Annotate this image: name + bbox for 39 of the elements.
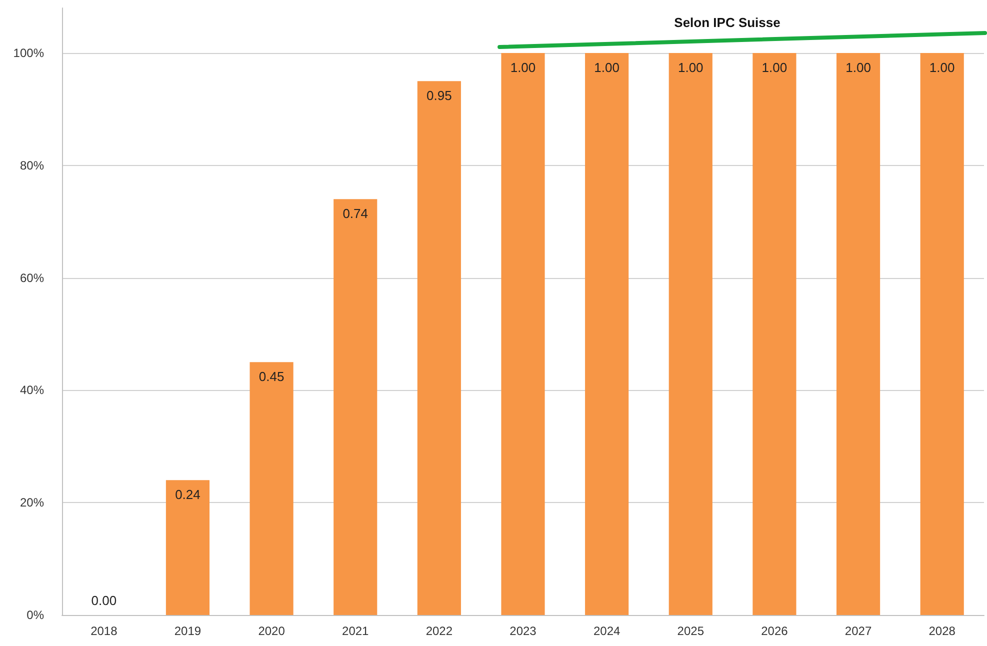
x-tick-label: 2027 — [844, 624, 872, 638]
x-tick-label: 2019 — [174, 624, 202, 638]
data-label: 1.00 — [762, 60, 788, 75]
data-label: 1.00 — [510, 60, 536, 75]
bar — [836, 52, 880, 615]
x-tick-label: 2023 — [510, 624, 537, 638]
y-tick-label: 60% — [20, 270, 44, 285]
bar — [417, 81, 461, 615]
x-tick-label: 2022 — [426, 624, 453, 638]
data-label: 1.00 — [594, 60, 620, 75]
x-tick-label: 2020 — [258, 624, 286, 638]
annotation: Selon IPC Suisse — [674, 15, 780, 30]
x-tick-label: 2024 — [593, 624, 620, 638]
x-tick-label: 2021 — [342, 624, 370, 638]
data-label: 0.24 — [175, 487, 200, 502]
bar — [250, 362, 294, 615]
x-tick-label: 2028 — [928, 624, 956, 638]
data-label: 1.00 — [929, 60, 955, 75]
data-label: 1.00 — [846, 60, 871, 75]
bar — [920, 52, 964, 615]
data-label: 0.00 — [91, 593, 117, 608]
data-label: 0.74 — [342, 206, 368, 222]
bar — [585, 52, 629, 615]
y-tick-label: 20% — [20, 496, 44, 510]
y-tick-label: 80% — [20, 158, 44, 172]
bar — [334, 199, 378, 615]
y-tick-label: 0% — [26, 608, 44, 622]
data-label: 0.45 — [258, 369, 284, 384]
bar — [752, 52, 796, 615]
x-tick-label: 2026 — [761, 624, 788, 638]
data-label: 1.00 — [678, 60, 704, 75]
bar — [166, 480, 210, 615]
y-tick-label: 40% — [20, 383, 44, 398]
bar — [668, 52, 712, 615]
y-tick-label: 100% — [13, 46, 44, 60]
data-label: 0.95 — [426, 88, 452, 104]
x-tick-label: 2025 — [677, 624, 704, 638]
bar — [501, 52, 545, 615]
x-tick-label: 2018 — [90, 624, 118, 638]
